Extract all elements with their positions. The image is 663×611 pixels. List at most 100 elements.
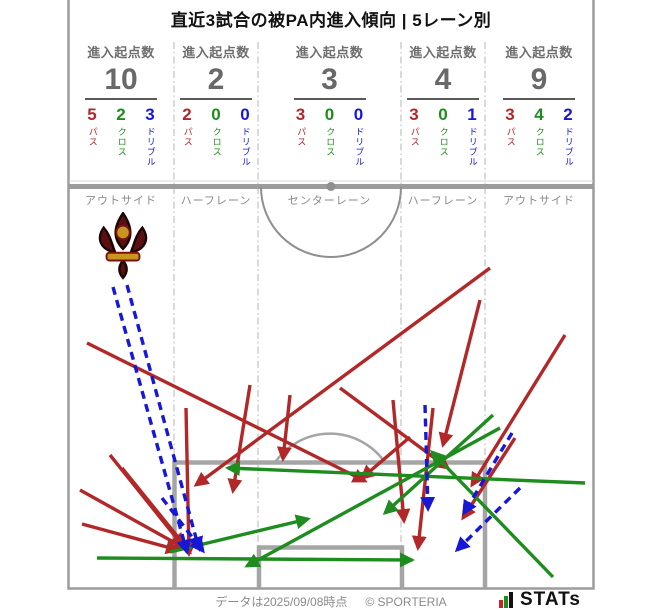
pass-label: パス — [296, 126, 307, 147]
cross-label: クロス — [438, 126, 449, 157]
pass-arrow — [81, 522, 181, 555]
pass-arrow — [108, 453, 185, 549]
pass-arrow — [470, 334, 567, 488]
cross-count: 2 — [116, 105, 126, 124]
cross-arrow — [244, 426, 501, 568]
pass-arrow — [438, 299, 482, 448]
pass-count: 5 — [87, 105, 97, 124]
dribble-label: ドリブル — [145, 126, 156, 167]
pass-arrow — [86, 341, 368, 483]
lane-label-center: センターレーン — [287, 195, 372, 207]
cross-stat: 0 クロス — [320, 105, 340, 167]
divider — [85, 98, 157, 100]
cross-count: 4 — [534, 105, 544, 124]
cross-arrow — [96, 552, 415, 568]
pass-arrow — [181, 407, 197, 557]
divider — [180, 98, 252, 100]
dribble-label: ドリブル — [467, 126, 478, 167]
cross-arrow — [429, 449, 555, 579]
lane-stats-column: 進入起点数 4 3 パス 0 クロス 1 ドリブル — [401, 42, 485, 167]
pass-arrow — [193, 266, 492, 487]
dribble-stat: 0 ドリブル — [235, 105, 255, 167]
dribble-stat: 3 ドリブル — [140, 105, 160, 167]
pass-arrow — [276, 394, 292, 462]
stat-breakdown: 3 パス 0 クロス 0 ドリブル — [291, 105, 369, 167]
pass-arrow — [227, 384, 252, 494]
dribble-arrow — [160, 496, 205, 554]
pass-arrow — [338, 386, 451, 470]
pass-label: パス — [182, 126, 193, 147]
dribble-label: ドリブル — [354, 126, 365, 167]
pass-arrow — [461, 437, 517, 521]
cross-arrow — [225, 461, 586, 485]
pass-stat: 2 パス — [177, 105, 197, 167]
lane-stats-column: 進入起点数 9 3 パス 4 クロス 2 ドリブル — [485, 42, 593, 167]
dribble-arrow — [111, 286, 191, 555]
pass-count: 3 — [409, 105, 419, 124]
cross-count: 0 — [211, 105, 221, 124]
entry-origin-label: 進入起点数 — [87, 45, 155, 60]
penalty-arc — [274, 432, 386, 462]
cross-stat: 4 クロス — [529, 105, 549, 167]
pass-arrow — [79, 488, 189, 551]
entry-origin-label: 進入起点数 — [409, 45, 477, 60]
cross-arrow — [169, 514, 311, 554]
lane-label-halflane-left: ハーフレーン — [180, 195, 252, 207]
dribble-count: 1 — [467, 105, 477, 124]
divider — [407, 98, 479, 100]
entry-total: 9 — [530, 63, 548, 96]
stat-breakdown: 2 パス 0 クロス 0 ドリブル — [177, 105, 255, 167]
dribble-stat: 2 ドリブル — [558, 105, 578, 167]
dribble-arrow — [454, 486, 522, 553]
dribble-label: ドリブル — [240, 126, 251, 167]
cross-count: 0 — [438, 105, 448, 124]
cross-label: クロス — [116, 126, 127, 157]
divider — [503, 98, 575, 100]
lane-stats-column: 進入起点数 2 2 パス 0 クロス 0 ドリブル — [174, 42, 258, 167]
dribble-stat: 1 ドリブル — [462, 105, 482, 167]
cross-stat: 0 クロス — [433, 105, 453, 167]
cross-count: 0 — [324, 105, 335, 124]
pass-count: 3 — [295, 105, 306, 124]
dribble-count: 0 — [353, 105, 364, 124]
pass-count: 2 — [182, 105, 192, 124]
entry-total: 3 — [321, 63, 338, 96]
goal-area — [256, 545, 405, 588]
entry-total: 2 — [207, 63, 225, 96]
stats-wordmark: STATs — [520, 589, 581, 610]
lane-stats-column: 進入起点数 10 5 パス 2 クロス 3 ドリブル — [68, 42, 174, 167]
club-crest-fleur-de-lis-icon — [94, 211, 152, 285]
bar-chart-icon — [499, 592, 514, 609]
entry-origin-label: 進入起点数 — [182, 45, 250, 60]
lane-label-outside-right: アウトサイド — [503, 195, 575, 207]
pass-arrow — [391, 399, 411, 524]
dribble-label: ドリブル — [563, 126, 574, 167]
cross-label: クロス — [211, 126, 222, 157]
entry-origin-label: 進入起点数 — [295, 45, 364, 60]
footer: データは2025/09/08時点 © SPORTERIA — [68, 593, 594, 610]
stat-breakdown: 3 パス 4 クロス 2 ドリブル — [500, 105, 578, 167]
penalty-area — [172, 460, 488, 588]
dribble-arrow — [125, 284, 204, 552]
lane-label-outside-left: アウトサイド — [85, 195, 157, 207]
dribble-arrow — [462, 432, 514, 516]
dribble-count: 0 — [240, 105, 250, 124]
centre-spot — [326, 182, 336, 191]
pass-label: パス — [409, 126, 420, 147]
pass-count: 3 — [505, 105, 515, 124]
chart-title: 直近3試合の被PA内進入傾向 | 5レーン別 — [170, 11, 492, 30]
divider — [293, 98, 366, 100]
dribble-arrow — [420, 404, 436, 512]
cross-label: クロス — [325, 126, 336, 157]
dribble-count: 3 — [145, 105, 155, 124]
cross-arrow — [382, 413, 495, 516]
pass-label: パス — [505, 126, 516, 147]
cross-stat: 0 クロス — [206, 105, 226, 167]
lane-label-halflane-right: ハーフレーン — [407, 195, 479, 207]
stats-logo: STATs — [499, 590, 581, 609]
entry-total: 10 — [104, 63, 138, 96]
pass-arrow — [120, 466, 192, 555]
pass-stat: 5 パス — [82, 105, 102, 167]
data-date-note: データは2025/09/08時点 — [215, 595, 348, 609]
